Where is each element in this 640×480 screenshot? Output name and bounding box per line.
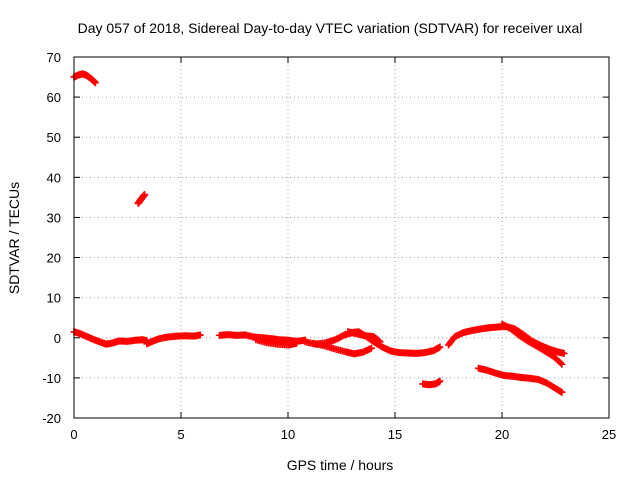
y-tick-label: 30 [47, 210, 61, 225]
series-arc-9 [344, 328, 383, 345]
y-tick-label: -20 [42, 411, 61, 426]
data-points [71, 70, 568, 395]
x-axis-label: GPS time / hours [287, 457, 394, 473]
y-tick-label: -10 [42, 371, 61, 386]
chart-title: Day 057 of 2018, Sidereal Day-to-day VTE… [78, 20, 583, 36]
y-tick-label: 40 [47, 170, 61, 185]
series-arc-12 [499, 321, 566, 368]
y-axis-label: SDTVAR / TECUs [6, 182, 22, 294]
series-arc-13 [475, 365, 565, 396]
axis-ticks [74, 57, 609, 418]
series-arc-4 [143, 331, 204, 347]
grid [74, 57, 609, 418]
x-tick-label: 20 [495, 427, 509, 442]
y-tick-label: 70 [47, 50, 61, 65]
x-tick-label: 0 [70, 427, 77, 442]
x-tick-labels: 0 5 10 15 20 25 [70, 427, 616, 442]
x-tick-label: 15 [388, 427, 402, 442]
y-tick-labels: -20 -10 0 10 20 30 40 50 60 70 [42, 50, 61, 426]
y-tick-label: 10 [47, 291, 61, 306]
y-tick-label: 60 [47, 90, 61, 105]
x-tick-label: 5 [177, 427, 184, 442]
sdtvar-chart: Day 057 of 2018, Sidereal Day-to-day VTE… [0, 0, 640, 480]
y-tick-label: 50 [47, 130, 61, 145]
plot-frame [74, 57, 609, 418]
y-tick-label: 20 [47, 251, 61, 266]
x-tick-label: 10 [281, 427, 295, 442]
series-arc-10 [419, 378, 443, 389]
series-arc-2 [135, 191, 148, 207]
series-arc-1 [71, 70, 99, 86]
y-tick-label: 0 [54, 331, 61, 346]
x-tick-label: 25 [602, 427, 616, 442]
